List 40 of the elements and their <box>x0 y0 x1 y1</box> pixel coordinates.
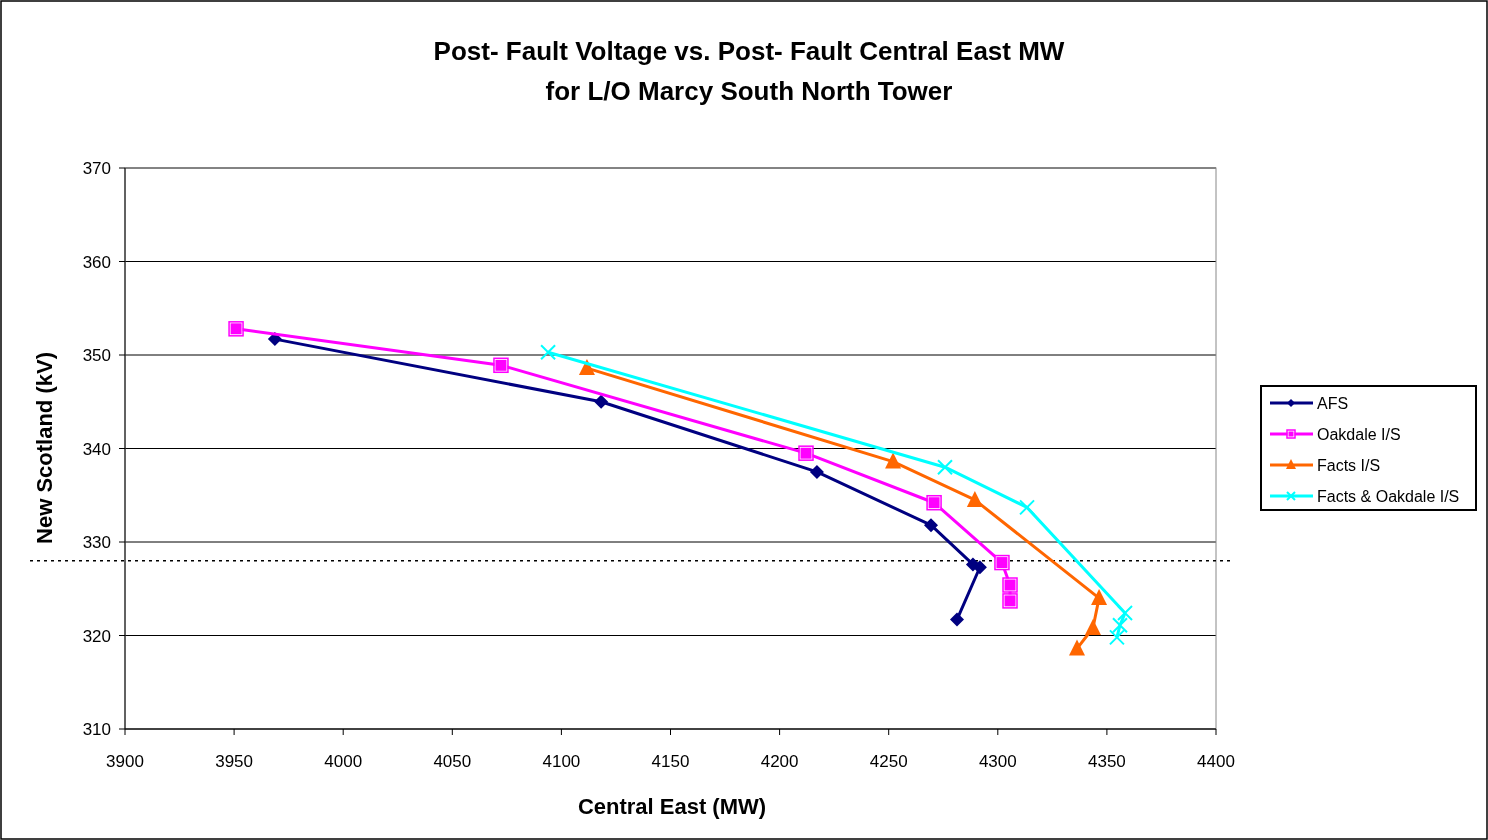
y-axis-title: New Scotland (kV) <box>32 352 57 544</box>
point <box>1069 639 1086 656</box>
point <box>1084 619 1101 636</box>
point <box>1108 629 1125 646</box>
x-tick-label: 4150 <box>651 752 690 771</box>
x-tick-label: 4350 <box>1087 752 1126 771</box>
point <box>1019 499 1036 516</box>
point <box>540 344 557 361</box>
x-tick-label: 4250 <box>869 752 908 771</box>
y-tick-label: 330 <box>82 533 111 552</box>
legend-label: AFS <box>1317 395 1349 412</box>
x-axis-title: Central East (MW) <box>577 794 767 819</box>
x-tick-label: 3900 <box>106 752 144 771</box>
x-tick-label: 4200 <box>760 752 799 771</box>
y-tick-label: 370 <box>82 159 111 178</box>
point <box>594 394 609 409</box>
x-tick-label: 4400 <box>1197 752 1235 771</box>
point <box>950 612 964 627</box>
legend-label: Oakdale I/S <box>1317 426 1401 443</box>
legend-label: Facts I/S <box>1317 457 1381 474</box>
y-tick-label: 340 <box>82 439 111 459</box>
point <box>937 459 953 476</box>
y-tick-label: 320 <box>82 626 111 646</box>
point <box>1117 605 1134 622</box>
chart-title: Post- Fault Voltage vs. Post- Fault Central East MW for L/O Marcy South North Tower <box>433 36 1065 106</box>
point <box>809 464 824 479</box>
legend-label: Facts & Oakdale I/S <box>1317 488 1460 505</box>
point <box>966 490 983 507</box>
x-tick-label: 4100 <box>542 752 581 771</box>
point <box>924 518 939 533</box>
point <box>1091 589 1108 606</box>
y-tick-label: 360 <box>82 252 111 272</box>
point <box>1111 617 1128 634</box>
x-tick-label: 4300 <box>978 752 1017 771</box>
point <box>885 452 902 469</box>
y-tick-label: 350 <box>82 346 111 365</box>
x-tick-label: 4000 <box>324 752 363 771</box>
x-tick-label: 3950 <box>215 752 254 771</box>
y-tick-label: 310 <box>82 720 111 739</box>
x-tick-label: 4050 <box>433 752 472 771</box>
